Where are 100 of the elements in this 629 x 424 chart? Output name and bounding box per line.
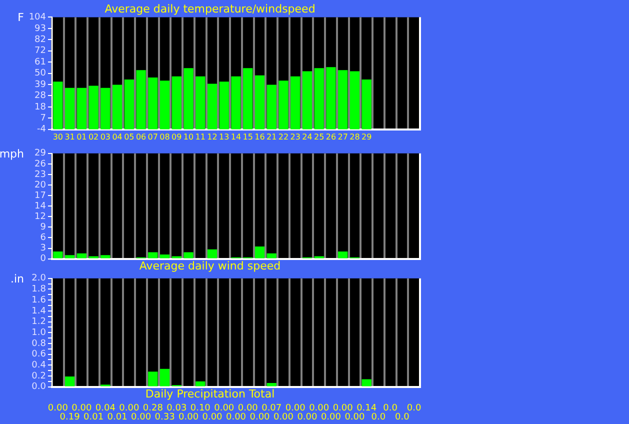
- y-tick-label: 82: [34, 34, 46, 45]
- data-label: 0.00: [119, 403, 140, 414]
- data-label: 0.0: [383, 403, 398, 414]
- bar: [362, 80, 372, 130]
- bar: [302, 71, 312, 130]
- x-tick-label: 04: [112, 132, 122, 142]
- bar: [53, 252, 63, 258]
- data-label: 0.14: [356, 403, 377, 414]
- x-tick-label: 23: [290, 132, 300, 142]
- data-label: 0.0: [395, 412, 410, 422]
- x-tick-label: 13: [219, 132, 230, 142]
- x-tick-label: 27: [338, 132, 348, 142]
- bar: [124, 80, 134, 130]
- data-label: 0.00: [309, 403, 330, 414]
- bar: [88, 86, 98, 130]
- y-tick-label: 0.4: [32, 360, 46, 370]
- bar: [326, 67, 336, 130]
- chart-title: Average daily temperature/windspeed: [104, 2, 316, 16]
- bar: [243, 68, 253, 130]
- bar: [219, 82, 229, 130]
- bar: [184, 252, 194, 258]
- data-label: 0.00: [297, 412, 318, 422]
- bar: [112, 84, 122, 130]
- y-tick-label: 3: [40, 244, 46, 254]
- data-label: 0.00: [238, 403, 258, 414]
- data-label: 0.00: [72, 403, 92, 414]
- y-tick-label: 2.0: [32, 274, 46, 284]
- data-label: 0.01: [84, 412, 104, 422]
- x-tick-label: 24: [302, 132, 312, 142]
- y-tick-label: 72: [34, 46, 46, 56]
- bar: [350, 71, 360, 130]
- x-tick-label: 30: [52, 132, 64, 142]
- y-tick-label: 1.2: [32, 317, 46, 328]
- bar: [160, 368, 170, 386]
- bar: [53, 82, 63, 130]
- y-tick-label: 26: [34, 159, 46, 170]
- x-tick-label: 02: [88, 132, 99, 142]
- y-tick-label: 9: [40, 222, 46, 233]
- bar: [266, 84, 276, 130]
- x-tick-label: 22: [278, 132, 289, 142]
- data-label: 0.00: [226, 412, 246, 422]
- bar: [231, 76, 241, 130]
- x-tick-label: 07: [148, 132, 158, 142]
- x-tick-label: 10: [183, 132, 194, 142]
- x-tick-label: 21: [266, 132, 277, 142]
- y-tick-label: 18: [34, 102, 46, 112]
- bar: [254, 75, 265, 130]
- y-tick-label: 23: [34, 170, 46, 180]
- bar: [207, 249, 218, 258]
- bar: [184, 68, 194, 130]
- x-tick-label: 16: [254, 132, 265, 142]
- data-label: 0.33: [154, 412, 175, 422]
- x-tick-label: 05: [124, 132, 134, 142]
- bar: [314, 68, 324, 130]
- y-tick-label: 0.2: [32, 371, 46, 382]
- bar: [148, 77, 158, 130]
- x-tick-label: 15: [242, 132, 253, 142]
- y-tick-label: 0.8: [32, 338, 46, 349]
- data-label: 0.00: [214, 403, 234, 414]
- y-tick-label: 29: [34, 148, 46, 159]
- y-tick-label: 1.8: [32, 284, 46, 295]
- y-axis-title: F: [18, 11, 24, 24]
- x-tick-label: 26: [326, 132, 336, 142]
- x-tick-label: 14: [230, 132, 242, 142]
- x-tick-label: 08: [160, 132, 170, 142]
- y-tick-label: -4: [37, 124, 46, 135]
- data-label: 0.00: [332, 403, 354, 414]
- x-tick-label: 03: [100, 132, 111, 142]
- x-tick-label: 31: [64, 132, 75, 142]
- data-label: 0.00: [131, 412, 152, 422]
- y-tick-label: 12: [34, 212, 46, 222]
- y-tick-label: 0: [40, 254, 46, 264]
- bar: [196, 76, 206, 130]
- text: Daily Precipitation Total: [145, 387, 275, 400]
- bar: [148, 372, 158, 386]
- data-label: 0.00: [344, 412, 365, 422]
- data-label: 0.07: [262, 403, 282, 414]
- x-tick-label: 09: [172, 132, 182, 142]
- bar: [266, 383, 276, 386]
- bar: [65, 255, 75, 258]
- data-label: 0.0: [371, 412, 386, 422]
- y-tick-label: 14: [34, 201, 46, 212]
- data-label: 0.00: [250, 412, 270, 422]
- y-tick-label: 7: [40, 114, 46, 124]
- bar: [172, 76, 182, 130]
- x-tick-label: 01: [76, 132, 87, 142]
- bar: [148, 252, 158, 258]
- bar: [278, 80, 288, 130]
- data-label: 0.28: [142, 403, 164, 414]
- y-tick-label: 17: [34, 190, 46, 201]
- bar: [100, 88, 110, 130]
- y-tick-label: 0.6: [32, 350, 46, 360]
- bar: [338, 252, 348, 258]
- y-tick-label: 1.4: [32, 306, 46, 316]
- data-label: 0.10: [190, 403, 211, 414]
- data-label: 0.00: [273, 412, 294, 422]
- x-tick-label: 06: [136, 132, 146, 142]
- bar: [207, 84, 218, 130]
- data-label: 0.04: [95, 403, 116, 414]
- bar: [100, 255, 110, 258]
